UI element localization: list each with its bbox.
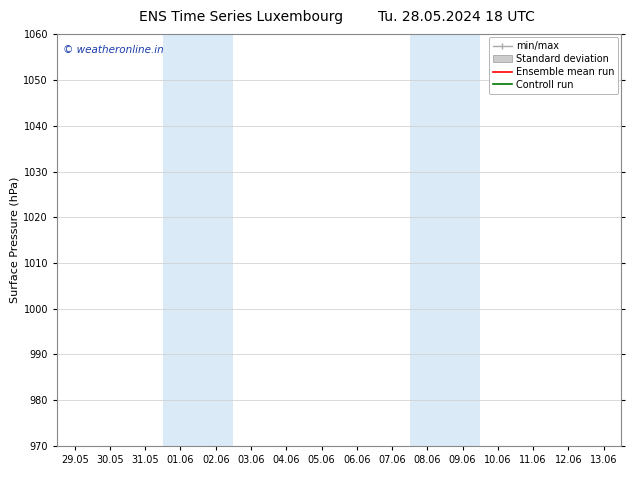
Legend: min/max, Standard deviation, Ensemble mean run, Controll run: min/max, Standard deviation, Ensemble me…	[489, 37, 618, 94]
Bar	[410, 34, 481, 446]
Bar	[163, 34, 233, 446]
Text: © weatheronline.in: © weatheronline.in	[63, 45, 164, 54]
Text: Tu. 28.05.2024 18 UTC: Tu. 28.05.2024 18 UTC	[378, 10, 535, 24]
Y-axis label: Surface Pressure (hPa): Surface Pressure (hPa)	[10, 177, 19, 303]
Text: ENS Time Series Luxembourg: ENS Time Series Luxembourg	[139, 10, 343, 24]
